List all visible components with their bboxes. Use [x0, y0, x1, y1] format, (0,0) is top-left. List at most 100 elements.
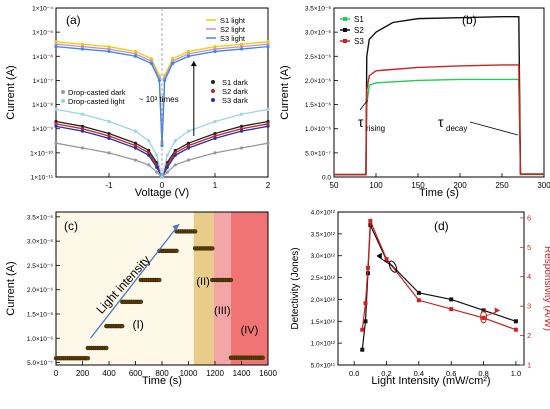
y-tick-label: 3.0×10⁻⁶: [305, 30, 331, 37]
y-tick-label: 3.0×10⁻⁶: [27, 239, 53, 246]
data-point: [54, 141, 58, 145]
plot-frame: [337, 211, 525, 366]
region-label: (I): [132, 318, 143, 332]
region-i: [56, 212, 194, 365]
data-point: [165, 170, 169, 174]
data-point: [133, 141, 138, 145]
tau-rising-symbol: τ: [358, 114, 364, 130]
y-tick-label: 1.0×10⁻⁶: [305, 126, 331, 133]
data-point: [266, 141, 270, 145]
y-axis-label: Current (A): [5, 261, 17, 315]
data-point: [107, 49, 111, 54]
data-point: [147, 151, 151, 155]
legend-swatch: [211, 98, 215, 102]
x-tick-label: 150: [411, 181, 425, 190]
data-point: [173, 148, 177, 153]
data-point: [213, 49, 217, 54]
responsivity-arrow-head: [494, 307, 500, 314]
data-point: [186, 49, 191, 54]
data-point: [173, 163, 177, 167]
x-tick-label: 0.2: [381, 369, 391, 378]
responsivity-ellipse: [480, 310, 488, 324]
y-tick-label: 1×10⁻⁷: [33, 78, 54, 85]
y-tick-label: 1.5×10¹²: [311, 319, 336, 326]
data-point: [160, 175, 164, 179]
data-point: [363, 301, 368, 306]
x-tick-label: 250: [495, 181, 509, 190]
y-tick-label: 3.5×10¹²: [311, 231, 336, 238]
data-point: [186, 129, 191, 133]
data-point: [133, 49, 138, 54]
step-point: [120, 323, 125, 329]
data-point: [80, 42, 85, 46]
data-point: [186, 141, 191, 145]
data-point: [513, 327, 518, 332]
data-point: [107, 131, 111, 136]
region-label: (III): [214, 305, 231, 317]
data-point: [165, 165, 169, 169]
y2-tick-label: 3: [527, 302, 531, 311]
y-tick-label: 1×10⁻⁸: [32, 102, 53, 109]
data-point: [213, 45, 217, 49]
y-tick-label: 1×10⁻⁹: [32, 126, 53, 133]
y-tick-label: 3.5×10⁻⁶: [27, 214, 53, 221]
data-point: [213, 119, 217, 124]
data-point: [173, 151, 177, 155]
data-point: [107, 119, 111, 124]
data-point: [266, 124, 270, 128]
decay-pointer: [469, 121, 519, 136]
data-point: [266, 45, 270, 49]
x-axis-label: Voltage (V): [135, 187, 189, 199]
data-point: [107, 45, 111, 49]
data-point: [133, 158, 138, 162]
x-tick-label: 1: [213, 181, 218, 190]
y-tick-label: 1×10⁻¹⁰: [30, 149, 53, 157]
data-point: [213, 151, 217, 155]
legend-label: S3 dark: [222, 96, 248, 105]
data-point: [416, 290, 421, 295]
x-tick-label: 600: [129, 369, 143, 378]
data-point: [360, 347, 365, 352]
y2-tick-label: 4: [527, 272, 531, 281]
data-point: [266, 119, 270, 124]
data-point: [239, 42, 244, 46]
region-label: (II): [196, 276, 209, 288]
data-point: [80, 124, 85, 128]
x-tick-label: -1: [105, 181, 113, 190]
data-point: [171, 59, 175, 63]
intensity-arrow: [89, 223, 180, 339]
y2-tick-label: 2: [527, 331, 531, 340]
data-point: [54, 107, 58, 111]
x-tick-label: 0.4: [414, 369, 424, 378]
data-point: [149, 61, 153, 66]
region-band: [193, 212, 214, 365]
data-point: [133, 144, 138, 148]
data-point: [149, 59, 153, 63]
legend-label: S3 light: [220, 34, 246, 43]
data-point: [54, 45, 58, 49]
x-tick-label: 0: [160, 181, 165, 190]
y-tick-label: 2.0×10⁻⁶: [305, 78, 331, 85]
legend-label: S3: [354, 37, 364, 46]
data-point: [133, 146, 138, 150]
panel-d: 5.0×10¹¹ 1.0×10¹² 1.5×10¹² 2.0×10¹² 2.5×10¹²…: [290, 210, 550, 388]
legend-swatch: [61, 99, 65, 103]
data-point: [360, 327, 365, 332]
y-tick-label: 2.0×10⁻⁶: [27, 287, 53, 294]
y2-tick-label: 6: [527, 213, 531, 222]
y-tick-label: 2.0×10¹²: [311, 297, 336, 304]
y-tick-label: 5.0×10⁻⁷: [305, 150, 331, 157]
legend-swatch: [211, 80, 215, 84]
y-tick-label: 2.5×10¹²: [311, 275, 336, 282]
step-point: [210, 246, 215, 251]
x-tick-label: 1400: [233, 369, 251, 378]
detectivity-arrow-head: [376, 252, 382, 259]
data-point: [107, 151, 111, 155]
data-point: [147, 139, 151, 143]
data-point: [147, 148, 151, 153]
data-point: [186, 144, 191, 148]
data-point: [266, 40, 270, 44]
step-point: [85, 356, 91, 361]
series-line: [334, 15, 544, 176]
rising-pointer: [359, 99, 368, 111]
